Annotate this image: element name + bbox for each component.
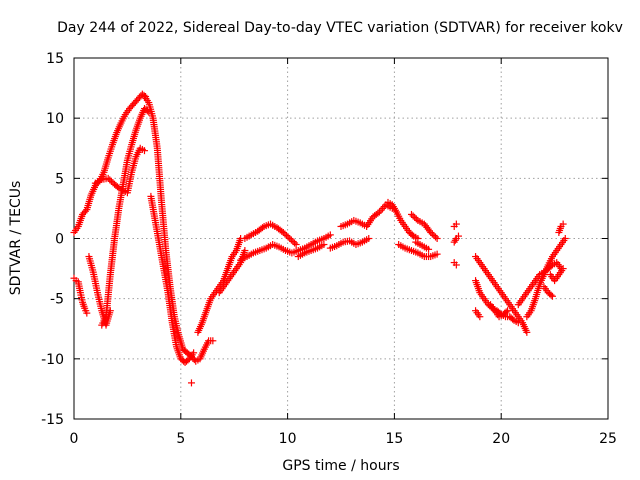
data-point bbox=[523, 328, 531, 336]
x-tick-label: 25 bbox=[599, 431, 617, 447]
data-point bbox=[425, 245, 433, 253]
data-point bbox=[259, 224, 267, 232]
data-point bbox=[283, 231, 291, 239]
data-point bbox=[408, 231, 416, 239]
data-point bbox=[289, 238, 297, 246]
data-point bbox=[286, 235, 294, 242]
data-point bbox=[104, 174, 112, 182]
data-point bbox=[433, 235, 441, 242]
x-tick-label: 20 bbox=[492, 431, 510, 447]
axis-ticks: 0 5 10 15 20 25 -15 -10 -5 0 5 10 15 bbox=[41, 51, 617, 447]
y-tick-label: -10 bbox=[41, 352, 64, 368]
data-point bbox=[476, 313, 484, 321]
data-point bbox=[561, 235, 569, 242]
data-point bbox=[374, 209, 382, 217]
y-axis-label: SDTVAR / TECUs bbox=[8, 181, 24, 296]
y-tick-label: -15 bbox=[41, 412, 64, 428]
grid bbox=[74, 58, 608, 419]
data-point bbox=[287, 236, 295, 244]
y-tick-label: 10 bbox=[46, 111, 64, 127]
data-point bbox=[412, 215, 420, 223]
data-point bbox=[326, 231, 334, 239]
data-point bbox=[451, 236, 459, 244]
data-points bbox=[70, 90, 569, 387]
data-point bbox=[452, 220, 460, 228]
data-point bbox=[427, 228, 435, 236]
data-point bbox=[428, 230, 436, 238]
data-point bbox=[81, 207, 89, 215]
data-point bbox=[83, 309, 91, 317]
data-point bbox=[107, 177, 115, 185]
data-point bbox=[409, 212, 417, 220]
data-point bbox=[509, 315, 517, 323]
data-point bbox=[365, 235, 373, 242]
data-point bbox=[411, 213, 419, 221]
data-point bbox=[452, 261, 460, 269]
x-tick-label: 5 bbox=[176, 431, 185, 447]
data-point bbox=[281, 230, 289, 238]
data-point bbox=[430, 231, 438, 239]
y-tick-label: -5 bbox=[50, 292, 64, 308]
data-point bbox=[454, 232, 462, 240]
data-point bbox=[291, 239, 299, 247]
data-point bbox=[548, 292, 556, 300]
x-tick-label: 0 bbox=[70, 431, 79, 447]
data-point bbox=[502, 308, 510, 316]
x-axis-label: GPS time / hours bbox=[282, 458, 399, 474]
x-tick-label: 10 bbox=[279, 431, 297, 447]
y-tick-label: 0 bbox=[55, 232, 64, 248]
y-tick-label: 15 bbox=[46, 51, 64, 67]
data-point bbox=[547, 291, 555, 299]
data-point bbox=[559, 220, 567, 228]
data-point bbox=[320, 241, 328, 249]
data-point bbox=[432, 233, 440, 241]
data-point bbox=[292, 241, 300, 249]
data-point bbox=[187, 379, 195, 387]
data-point bbox=[209, 337, 217, 345]
y-tick-label: 5 bbox=[55, 171, 64, 187]
data-point bbox=[106, 176, 114, 184]
plot-area-frame bbox=[73, 57, 609, 420]
data-point bbox=[433, 250, 441, 258]
x-tick-label: 15 bbox=[385, 431, 403, 447]
data-point bbox=[190, 349, 198, 357]
data-point bbox=[279, 228, 287, 236]
data-point bbox=[407, 210, 415, 218]
data-point bbox=[284, 233, 292, 241]
data-point bbox=[140, 147, 148, 155]
data-point bbox=[514, 319, 522, 327]
data-point bbox=[241, 247, 249, 255]
data-point bbox=[504, 307, 512, 315]
data-point bbox=[559, 265, 567, 273]
chart-title: Day 244 of 2022, Sidereal Day-to-day VTE… bbox=[57, 20, 623, 36]
